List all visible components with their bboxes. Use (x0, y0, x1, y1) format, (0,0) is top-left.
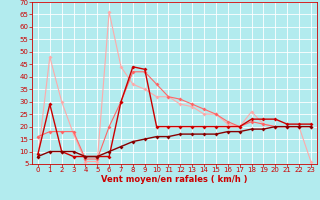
X-axis label: Vent moyen/en rafales ( km/h ): Vent moyen/en rafales ( km/h ) (101, 175, 248, 184)
